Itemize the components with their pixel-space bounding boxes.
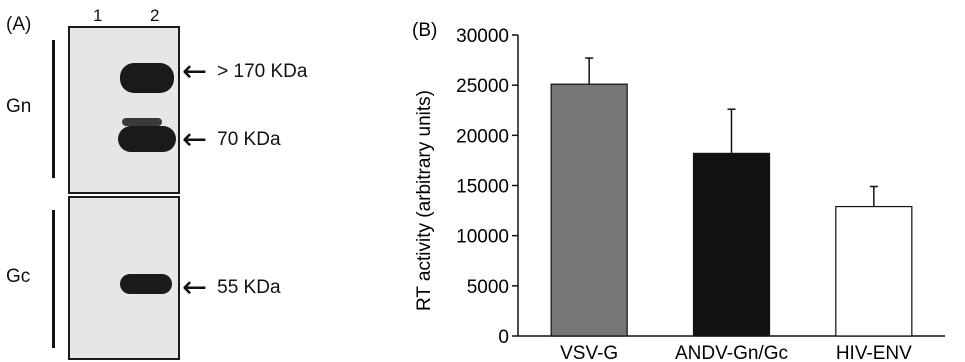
band-faint <box>122 118 162 126</box>
band-70kda <box>118 126 176 152</box>
band-55kda <box>120 274 172 294</box>
y-tick-label: 15000 <box>456 177 509 198</box>
bars <box>550 57 913 337</box>
panel-label-a: (A) <box>6 14 32 35</box>
y-ticks: 0 5000 10000 15000 20000 25000 30000 <box>456 26 518 348</box>
y-tick-label: 0 <box>498 327 509 348</box>
marker-55kda: ← 55 KDa <box>182 270 281 305</box>
x-tick-label: ANDV-Gn/Gc <box>675 343 788 362</box>
band-170kda <box>120 63 174 93</box>
y-tick-label: 25000 <box>456 76 509 97</box>
left-arrow-icon: ← <box>182 270 208 305</box>
y-tick-label: 20000 <box>456 126 509 147</box>
y-axis-label-group: RT activity (arbitrary units) <box>414 90 435 311</box>
bracket-gn <box>52 40 55 178</box>
lane-label-2: 2 <box>150 6 160 25</box>
y-axis-label: RT activity (arbitrary units) <box>414 90 435 311</box>
x-tick-label: VSV-G <box>560 343 618 362</box>
marker-170kda: ← > 170 KDa <box>182 54 308 89</box>
marker-label: 55 KDa <box>217 277 281 298</box>
y-tick-label: 30000 <box>456 26 509 47</box>
bracket-gc <box>52 210 55 348</box>
lane-label-1: 1 <box>93 6 103 25</box>
blot-panel-gc <box>68 196 180 360</box>
panel-label-b: (B) <box>412 20 437 41</box>
marker-label: > 170 KDa <box>217 61 308 82</box>
blot-panel-gn <box>68 26 180 194</box>
marker-70kda: ← 70 KDa <box>182 122 281 157</box>
group-label-gn: Gn <box>6 96 32 117</box>
bar-andv-gn-gc <box>692 152 771 337</box>
bar-hiv-env <box>835 205 913 337</box>
left-arrow-icon: ← <box>182 54 208 89</box>
y-tick-label: 10000 <box>456 227 509 248</box>
x-tick-label: HIV-ENV <box>836 343 912 362</box>
x-tick-labels: VSV-G ANDV-Gn/Gc HIV-ENV <box>560 343 912 362</box>
marker-label: 70 KDa <box>217 129 281 150</box>
group-label-gc: Gc <box>6 266 31 287</box>
left-arrow-icon: ← <box>182 122 208 157</box>
bar-vsv-g <box>550 83 628 337</box>
y-tick-label: 5000 <box>467 277 509 298</box>
